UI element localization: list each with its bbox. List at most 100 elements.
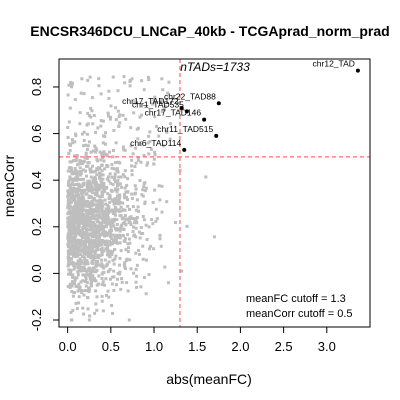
background-point [123,194,127,198]
background-point [85,259,89,263]
chart-title: ENCSR346DCU_LNCaP_40kb - TCGAprad_norm_p… [30,23,389,39]
background-point [135,274,139,278]
background-point [96,248,100,252]
background-point [72,195,76,199]
background-point [100,154,104,158]
background-point [71,281,75,285]
background-point [116,187,120,191]
background-point [108,243,112,247]
background-point [123,265,127,269]
background-point [129,222,133,226]
background-point [74,134,78,138]
background-point [70,83,74,87]
background-point [77,229,81,233]
background-point [93,242,97,246]
background-point [110,237,114,241]
background-point [73,98,77,102]
background-point [108,150,112,154]
background-point [113,172,117,176]
background-point [95,189,99,193]
background-point [104,293,108,297]
background-point [113,248,117,252]
background-point [93,277,97,281]
background-point [79,203,83,207]
background-point [165,200,169,204]
background-point [111,258,115,262]
background-point [97,209,101,213]
background-point [97,176,101,180]
background-point [87,140,91,144]
background-point [149,147,153,151]
background-point [94,302,98,306]
background-point [111,233,115,237]
background-point [117,210,121,214]
background-point [106,192,110,196]
background-point [69,250,73,254]
background-point [73,239,77,243]
background-point [153,188,157,192]
background-point [82,208,86,212]
background-point [67,201,71,205]
background-point [121,233,125,237]
background-point [68,148,72,152]
background-point [112,224,116,228]
background-point [70,205,74,209]
background-point [113,257,117,261]
background-point [94,289,98,293]
background-point [118,233,122,237]
background-point [103,230,107,234]
background-point [71,229,75,233]
highlighted-point [214,133,219,138]
background-point [67,244,71,248]
background-point [98,195,102,199]
background-point [95,167,99,171]
background-point [118,236,122,240]
background-point [124,248,128,252]
background-point [76,203,80,207]
background-point [94,193,98,197]
background-point [114,141,118,145]
background-point [84,153,88,157]
background-point [78,111,82,115]
background-point [104,152,108,156]
background-point [103,258,107,262]
background-point [100,201,104,205]
background-point [121,173,125,177]
background-point [144,186,148,190]
background-point [95,191,99,195]
background-point [115,201,119,205]
background-point [123,214,127,218]
x-axis: 0.0 0.5 1.0 1.5 2.0 2.5 3.0 [59,326,336,354]
background-point [123,186,127,190]
background-point [105,208,109,212]
background-point [115,218,119,222]
background-point [108,277,112,281]
background-point [88,233,92,237]
background-point [87,250,91,254]
background-point [95,173,99,177]
background-point [111,148,115,152]
background-point [86,144,90,148]
background-point [92,188,96,192]
background-point [109,241,113,245]
background-point [108,255,112,259]
background-point [146,161,150,165]
background-point [81,200,85,204]
background-point [79,280,83,284]
background-point [109,249,113,253]
background-point [118,270,122,274]
background-point [124,223,128,227]
background-point [113,235,117,239]
background-point [90,96,94,100]
background-point [73,215,77,219]
background-point [89,272,93,276]
background-point [108,222,112,226]
background-point [82,183,86,187]
background-point [163,104,167,108]
background-point [66,256,70,260]
background-point [97,77,101,81]
background-point [139,285,143,289]
background-point [84,174,88,178]
background-point [91,164,95,168]
background-point [106,111,110,115]
